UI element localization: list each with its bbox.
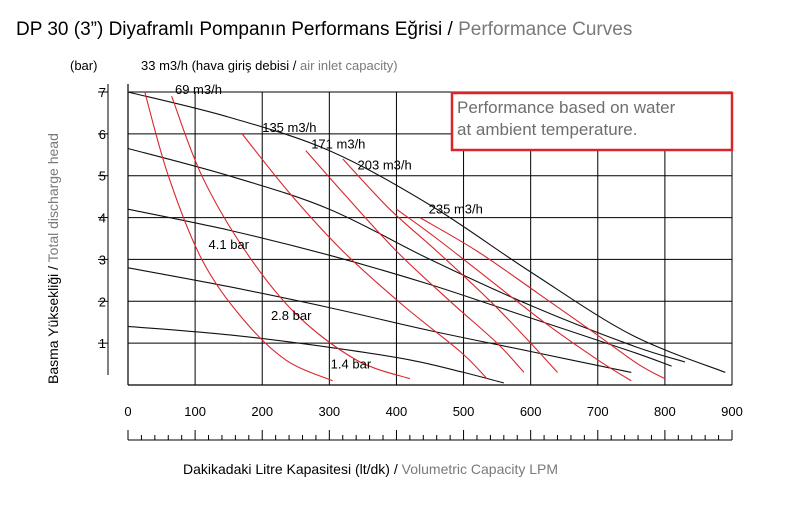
air-legend-sep: / — [289, 58, 300, 73]
pressure-label-1: 2.8 bar — [271, 308, 312, 323]
title-separator: / — [442, 19, 458, 40]
air-flow-curve-3 — [305, 150, 525, 373]
air-flow-curve-5 — [396, 208, 632, 382]
pressure-curve-3 — [127, 267, 632, 373]
x-axis-title-sep: / — [390, 461, 402, 477]
pressure-curve-2 — [127, 208, 672, 367]
title-main: DP 30 (3”) Diyaframlı Pompanın Performan… — [16, 19, 632, 40]
pressure-curve-0 — [127, 91, 726, 373]
pressure-curves — [127, 91, 726, 384]
x-tick-label-4: 400 — [386, 404, 408, 419]
y-unit-label: (bar) — [70, 58, 97, 73]
title-main-text: DP 30 (3”) Diyaframlı Pompanın Performan… — [16, 19, 442, 40]
y-tick-label-1: 2 — [99, 294, 106, 309]
y-tick-label-2: 3 — [99, 252, 106, 267]
pressure-curve-4 — [127, 325, 504, 384]
air-flow-label-1: 135 m3/h — [262, 120, 316, 135]
x-axis-title: Dakikadaki Litre Kapasitesi (lt/dk) / Vo… — [183, 461, 558, 477]
x-tick-label-8: 800 — [654, 404, 676, 419]
x-tick-label-3: 300 — [318, 404, 340, 419]
note-box: Performance based on water at ambient te… — [450, 91, 734, 152]
x-axis-title-main: Dakikadaki Litre Kapasitesi (lt/dk) — [183, 461, 390, 477]
y-tick-label-0: 1 — [99, 336, 106, 351]
air-flow-curve-6 — [419, 217, 666, 380]
note-line-2: at ambient temperature. — [457, 120, 637, 139]
y-axis-title-sep: / — [45, 262, 61, 273]
air-flow-curve-4 — [342, 158, 558, 373]
curve-labels: 69 m3/h 135 m3/h 171 m3/h 203 m3/h 235 m3/h 4… — [175, 82, 483, 371]
air-flow-curve-2 — [241, 133, 488, 380]
air-flow-label-2: 171 m3/h — [311, 137, 365, 152]
x-tick-label-9: 900 — [721, 404, 743, 419]
pressure-curve-1 — [127, 147, 686, 363]
note-line-1: Performance based on water — [457, 98, 676, 117]
air-flow-curve-1 — [171, 96, 411, 380]
x-tick-label-6: 600 — [520, 404, 542, 419]
note-box-border — [450, 91, 734, 152]
y-axis-title: Basma Yüksekliği / Total discharge head — [45, 133, 61, 384]
x-tick-label-0: 0 — [124, 404, 131, 419]
pressure-label-0: 4.1 bar — [209, 237, 250, 252]
y-axis-title-secondary: Total discharge head — [45, 133, 61, 262]
air-flow-curve-0 — [144, 91, 333, 382]
chart-title: DP 30 (3”) Diyaframlı Pompanın Performan… — [16, 19, 632, 40]
air-flow-label-0: 69 m3/h — [175, 82, 222, 97]
y-tick-label-4: 5 — [99, 169, 106, 184]
y-tick-label-6: 7 — [99, 85, 106, 100]
y-tick-label-5: 6 — [99, 127, 106, 142]
air-legend-secondary: air inlet capacity) — [300, 58, 398, 73]
x-axis: 0 100 200 300 400 500 600 700 800 900 — [124, 404, 743, 441]
y-axis-ticks: 1 2 3 4 5 6 7 — [98, 84, 109, 375]
title-secondary: Performance Curves — [458, 19, 632, 40]
x-tick-label-7: 700 — [587, 404, 609, 419]
x-axis-title-secondary: Volumetric Capacity LPM — [402, 461, 558, 477]
air-legend-main: 33 m3/h (hava giriş debisi — [141, 58, 289, 73]
air-flow-curves — [144, 91, 666, 382]
y-tick-label-3: 4 — [99, 211, 106, 226]
pressure-label-2: 1.4 bar — [331, 356, 372, 371]
air-flow-legend: 33 m3/h (hava giriş debisi / air inlet c… — [141, 58, 398, 73]
x-tick-label-1: 100 — [184, 404, 206, 419]
air-flow-label-3: 203 m3/h — [358, 157, 412, 172]
air-flow-label-4: 235 m3/h — [429, 201, 483, 216]
y-axis-title-main: Basma Yüksekliği — [45, 274, 61, 384]
plot-frame — [127, 84, 732, 386]
x-tick-label-2: 200 — [251, 404, 273, 419]
x-tick-label-5: 500 — [453, 404, 475, 419]
